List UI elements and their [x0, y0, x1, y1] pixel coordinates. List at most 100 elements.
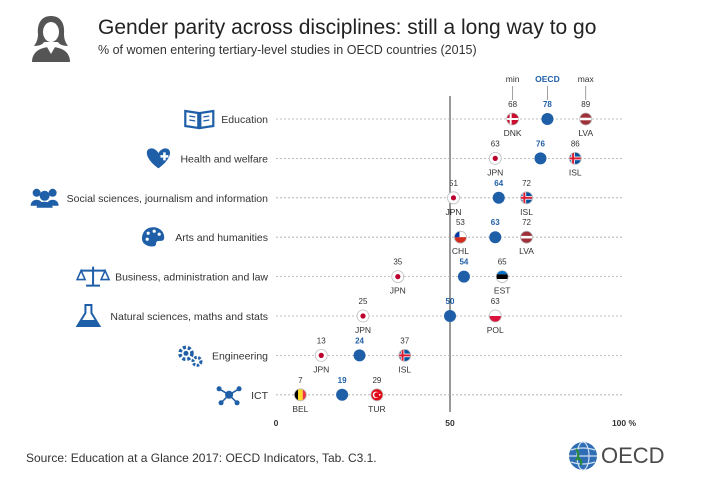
max-country-label: LVA	[519, 246, 534, 256]
network-icon	[216, 386, 242, 406]
min-value-label: 25	[359, 297, 368, 306]
oecd-dot	[457, 270, 470, 283]
x-tick-label: 0	[274, 418, 279, 428]
oecd-value-label: 64	[494, 179, 503, 188]
max-value-label: 65	[498, 258, 507, 267]
header-oecd: OECD	[535, 74, 560, 84]
max-value-label: 63	[491, 297, 500, 306]
category-label: Social sciences, journalism and informat…	[67, 193, 269, 205]
book-icon	[184, 109, 215, 130]
chart-subtitle: % of women entering tertiary-level studi…	[98, 43, 477, 57]
category-row: Arts and humanities	[142, 227, 624, 247]
header-max: max	[578, 74, 595, 84]
max-country-label: ISL	[569, 167, 582, 177]
max-value-label: 37	[400, 336, 409, 345]
flag-isl	[520, 191, 533, 204]
category-row: ICT	[216, 386, 624, 406]
flag-jpn	[489, 152, 502, 165]
x-tick-label: 50	[445, 418, 455, 428]
min-value-label: 13	[317, 336, 326, 345]
max-country-label: ISL	[520, 207, 533, 217]
category-row: Engineering	[178, 345, 624, 367]
flag-jpn	[391, 270, 404, 283]
woman-avatar-icon	[26, 12, 76, 64]
max-value-label: 89	[581, 100, 590, 109]
oecd-value-label: 76	[536, 139, 545, 148]
people-icon	[30, 188, 59, 208]
flask-icon	[75, 304, 102, 327]
flag-bel	[294, 388, 307, 401]
min-country-label: JPN	[355, 325, 371, 335]
category-label: Engineering	[212, 350, 268, 362]
flag-pol	[489, 310, 502, 322]
flag-chl	[454, 231, 467, 244]
min-country-label: JPN	[313, 364, 329, 374]
min-country-label: JPN	[390, 286, 406, 296]
source-note: Source: Education at a Glance 2017: OECD…	[26, 451, 377, 465]
min-country-label: CHL	[452, 246, 469, 256]
category-label: Business, administration and law	[115, 272, 268, 284]
min-value-label: 35	[393, 258, 402, 267]
flag-dnk	[506, 113, 519, 125]
min-country-label: JPN	[445, 207, 461, 217]
flag-isl	[398, 349, 411, 362]
max-country-label: TUR	[368, 404, 385, 414]
oecd-value-label: 78	[543, 100, 552, 109]
gears-icon	[178, 345, 203, 367]
header-min: min	[506, 74, 520, 84]
min-value-label: 68	[508, 100, 517, 109]
oecd-value-label: 54	[459, 258, 468, 267]
globe-icon	[569, 441, 597, 471]
oecd-logo: OECD	[568, 440, 665, 472]
category-label: Arts and humanities	[175, 232, 268, 244]
oecd-value-label: 24	[355, 336, 364, 345]
max-value-label: 86	[571, 139, 580, 148]
min-value-label: 63	[491, 139, 500, 148]
palette-icon	[142, 227, 165, 247]
oecd-dot	[444, 310, 456, 322]
min-country-label: BEL	[292, 404, 308, 414]
flag-jpn	[315, 349, 328, 362]
category-row: Health and welfare	[146, 148, 624, 169]
category-label: Natural sciences, maths and stats	[110, 311, 268, 323]
category-row: Social sciences, journalism and informat…	[30, 188, 624, 208]
oecd-dot	[492, 191, 505, 204]
min-country-label: JPN	[487, 167, 503, 177]
max-value-label: 72	[522, 179, 531, 188]
flag-jpn	[447, 191, 460, 204]
heart-plus-icon	[146, 148, 171, 169]
x-tick-label: 100 %	[612, 418, 637, 428]
flag-isl	[569, 152, 582, 165]
oecd-dot	[541, 113, 554, 125]
category-label: Education	[221, 114, 268, 126]
max-country-label: ISL	[398, 364, 411, 374]
category-label: Health and welfare	[180, 153, 268, 165]
oecd-value-label: 63	[491, 218, 500, 227]
oecd-dot	[336, 388, 349, 401]
oecd-dot	[489, 231, 502, 244]
category-label: ICT	[251, 390, 269, 402]
max-value-label: 72	[522, 218, 531, 227]
max-country-label: EST	[494, 286, 511, 296]
oecd-dot	[353, 349, 366, 362]
logo-text: OECD	[601, 443, 665, 468]
category-row: Natural sciences, maths and stats	[75, 304, 624, 327]
max-country-label: POL	[487, 325, 504, 335]
flag-tur	[370, 388, 383, 401]
max-country-label: LVA	[578, 128, 593, 138]
flag-lva	[579, 113, 592, 125]
category-row: Education	[184, 109, 624, 130]
flag-lva	[520, 231, 533, 244]
min-country-label: DNK	[504, 128, 522, 138]
chart-title: Gender parity across disciplines: still …	[98, 16, 597, 39]
min-value-label: 51	[449, 179, 458, 188]
oecd-value-label: 19	[338, 376, 347, 385]
flag-jpn	[357, 310, 369, 322]
oecd-value-label: 50	[446, 297, 455, 306]
min-value-label: 53	[456, 218, 465, 227]
max-value-label: 29	[372, 376, 381, 385]
min-value-label: 7	[298, 376, 303, 385]
category-row: Business, administration and law	[75, 266, 624, 287]
chart-canvas: min OECD max Education 68 DNK 78 89 LVA Health an…	[30, 74, 637, 428]
scales-icon	[75, 266, 111, 287]
